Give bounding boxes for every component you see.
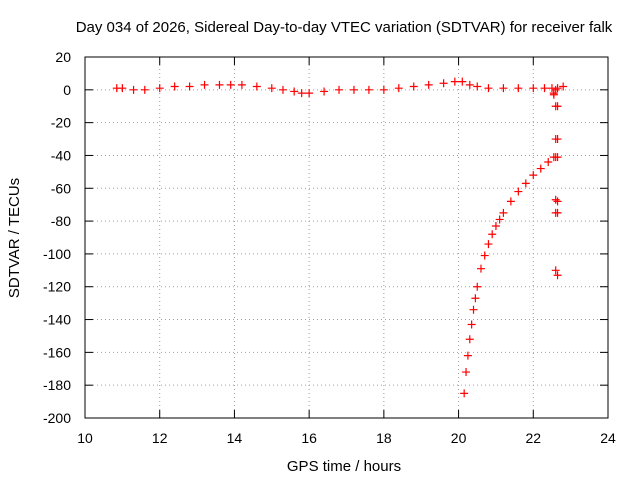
data-point (499, 208, 508, 217)
data-point (484, 240, 493, 249)
data-point (476, 264, 485, 273)
data-point (514, 187, 523, 196)
data-point (540, 84, 549, 93)
x-tick-label: 10 (77, 430, 93, 446)
data-point (200, 80, 209, 89)
data-point (237, 80, 246, 89)
data-point (305, 89, 314, 98)
data-point (460, 389, 469, 398)
y-tick-label: -160 (43, 344, 71, 360)
data-point (467, 320, 476, 329)
data-point (553, 197, 562, 206)
x-axis-label: GPS time / hours (287, 458, 401, 475)
x-tick-label: 20 (451, 430, 467, 446)
series-main-band (112, 77, 549, 98)
data-point (458, 77, 467, 86)
data-point (473, 82, 482, 91)
data-point (335, 85, 344, 94)
data-point (551, 195, 560, 204)
data-point (521, 179, 530, 188)
y-tick-label: -140 (43, 312, 71, 328)
data-point (559, 82, 568, 91)
data-point (499, 84, 508, 93)
data-point (480, 251, 489, 260)
data-point (491, 222, 500, 231)
data-point (484, 84, 493, 93)
data-point (349, 85, 358, 94)
data-point (462, 368, 471, 377)
data-point (514, 84, 523, 93)
y-tick-label: -40 (51, 147, 71, 163)
data-point (267, 84, 276, 93)
data-point (290, 87, 299, 96)
data-point (544, 158, 553, 167)
data-point (488, 230, 497, 239)
data-point (155, 84, 164, 93)
x-tick-label: 16 (301, 430, 317, 446)
tick-labels: 10 12 14 16 18 20 22 24 20 0 -20 -40 -60 -80 -100 -120 -… (43, 49, 616, 446)
data-point (409, 82, 418, 91)
data-point (529, 84, 538, 93)
data-point (450, 77, 459, 86)
data-point (553, 153, 562, 162)
y-axis-label: SDTVAR / TECUs (6, 178, 23, 298)
data-point (553, 271, 562, 280)
data-point (465, 335, 474, 344)
x-tick-label: 14 (227, 430, 243, 446)
data-point (364, 85, 373, 94)
grid-lines (85, 57, 608, 418)
data-point (226, 80, 235, 89)
data-point (549, 90, 558, 99)
y-tick-label: -20 (51, 115, 71, 131)
data-point (320, 87, 329, 96)
data-point (170, 82, 179, 91)
data-point (252, 82, 261, 91)
data-point (473, 282, 482, 291)
data-point (506, 197, 515, 206)
data-point (536, 164, 545, 173)
data-point (215, 80, 224, 89)
data-point (140, 85, 149, 94)
data-point (553, 102, 562, 111)
data-point (529, 171, 538, 180)
x-tick-label: 22 (525, 430, 541, 446)
y-tick-label: -100 (43, 246, 71, 262)
data-point (129, 85, 138, 94)
data-point (495, 215, 504, 224)
data-point (551, 85, 560, 94)
data-point (551, 266, 560, 275)
y-tick-label: 0 (63, 82, 71, 98)
data-point (185, 82, 194, 91)
data-point (469, 305, 478, 314)
data-point (379, 85, 388, 94)
x-tick-label: 12 (152, 430, 168, 446)
chart-title: Day 034 of 2026, Sidereal Day-to-day VTE… (76, 19, 613, 36)
data-point (471, 294, 480, 303)
series-descending-arc (460, 153, 558, 398)
data-point (439, 79, 448, 88)
y-tick-label: -200 (43, 410, 71, 426)
y-tick-label: -120 (43, 279, 71, 295)
x-tick-label: 18 (376, 430, 392, 446)
data-point (278, 85, 287, 94)
y-tick-label: -180 (43, 377, 71, 393)
y-tick-label: 20 (55, 49, 71, 65)
data-point (553, 208, 562, 217)
data-point (297, 89, 306, 98)
data-point (394, 84, 403, 93)
data-point (553, 84, 562, 93)
y-tick-label: -60 (51, 180, 71, 196)
x-tick-label: 24 (600, 430, 616, 446)
series-scatter-near-22.6 (547, 82, 568, 280)
data-points (112, 77, 568, 398)
axis-ticks (84, 56, 609, 419)
plot-frame (84, 56, 609, 419)
y-tick-label: -80 (51, 213, 71, 229)
data-point (465, 80, 474, 89)
data-point (463, 351, 472, 360)
data-point (118, 84, 127, 93)
data-point (553, 135, 562, 144)
data-point (424, 80, 433, 89)
